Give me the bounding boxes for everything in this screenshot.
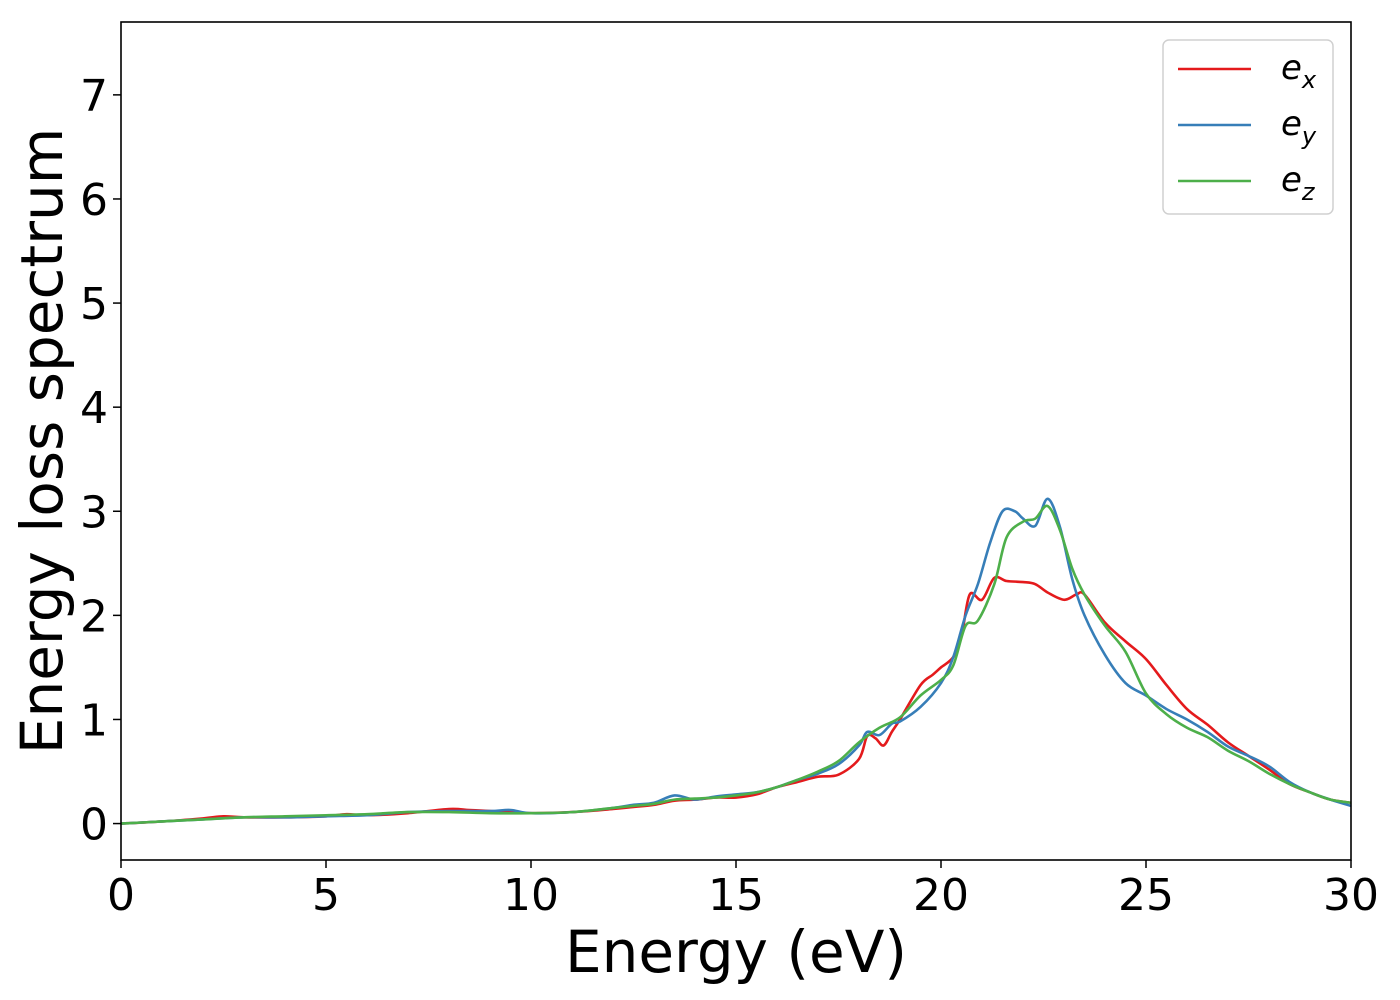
x-tick-label: 5 — [312, 870, 340, 921]
y-tick-label: 1 — [80, 695, 108, 746]
legend-label-base: e — [1281, 160, 1302, 200]
plot-area — [121, 22, 1351, 860]
y-axis-label: Energy loss spectrum — [8, 128, 76, 754]
legend-label: ex — [1281, 48, 1317, 94]
legend-label-subscript: z — [1301, 178, 1316, 206]
x-tick-label: 25 — [1118, 870, 1174, 921]
x-axis-label: Energy (eV) — [565, 918, 907, 986]
series-layer — [120, 497, 1352, 825]
y-tick-label: 6 — [80, 175, 108, 226]
series-line-e-y — [120, 497, 1352, 825]
x-tick-label: 30 — [1323, 870, 1379, 921]
series-line-e-z — [120, 504, 1352, 825]
x-axis: 0 5 10 15 20 25 30 — [107, 860, 1379, 921]
x-tick-label: 10 — [503, 870, 559, 921]
x-tick-label: 0 — [107, 870, 135, 921]
legend-label: ez — [1281, 160, 1316, 206]
legend-label-subscript: y — [1301, 122, 1317, 150]
series-line-e-x — [120, 575, 1352, 825]
y-tick-label: 2 — [80, 591, 108, 642]
y-tick-label: 3 — [80, 487, 108, 538]
x-tick-label: 15 — [708, 870, 764, 921]
y-tick-label: 0 — [80, 800, 108, 851]
legend-label-subscript: x — [1301, 66, 1317, 94]
x-tick-label: 20 — [913, 870, 969, 921]
y-tick-label: 7 — [80, 71, 108, 122]
legend-label-base: e — [1281, 48, 1302, 88]
legend-label: ey — [1281, 104, 1317, 150]
y-tick-label: 4 — [80, 383, 108, 434]
y-tick-label: 5 — [80, 279, 108, 330]
legend-box — [1162, 39, 1334, 215]
y-axis: 0 1 2 3 4 5 6 7 — [80, 71, 121, 851]
legend-label-base: e — [1281, 104, 1302, 144]
